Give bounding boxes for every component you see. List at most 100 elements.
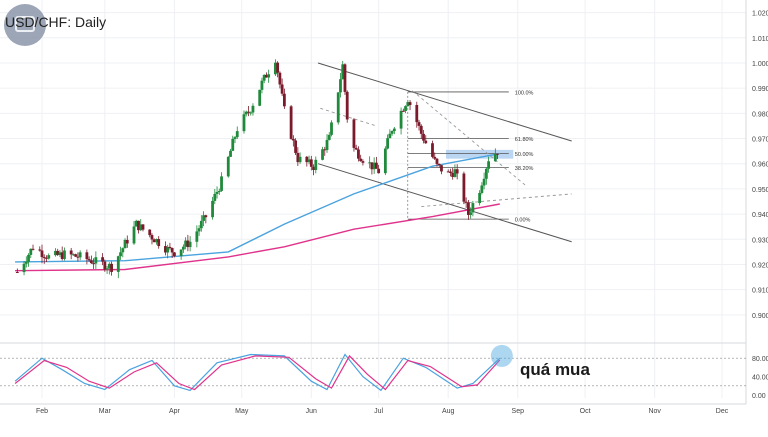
candle-body <box>469 212 473 215</box>
candle-body <box>22 263 26 273</box>
candle-body <box>24 261 28 264</box>
candle-body <box>478 193 482 204</box>
candle-body <box>202 215 205 221</box>
candle-body <box>415 104 419 123</box>
candle-body <box>103 261 107 270</box>
candle-body <box>204 215 208 218</box>
candle-body <box>392 128 396 132</box>
dashed-trend-line <box>412 90 528 187</box>
overbought-marker <box>490 344 513 367</box>
candle-body <box>199 220 203 229</box>
candle-body <box>446 171 450 173</box>
chart-title: USD/CHF: Daily <box>5 14 107 30</box>
candle-body <box>309 159 313 167</box>
candle-body <box>226 156 230 177</box>
fib-level-label: 38.20% <box>515 166 534 172</box>
candle-body <box>220 176 223 191</box>
candle-body <box>40 250 44 258</box>
candle-body <box>440 165 443 172</box>
candle-body <box>352 119 356 148</box>
candle-body <box>47 255 51 259</box>
oscillator-annotation: quá mua <box>520 360 590 379</box>
candle-body <box>388 133 392 139</box>
candle-body <box>101 257 104 262</box>
candle-body <box>449 171 452 173</box>
candle-body <box>76 256 80 258</box>
moving-average-line <box>15 203 500 272</box>
candle-body <box>89 260 93 264</box>
candle-body <box>150 235 154 240</box>
candle-body <box>399 110 403 129</box>
candle-body <box>487 161 491 169</box>
candle-body <box>235 131 239 138</box>
dashed-trend-line <box>320 107 377 127</box>
candle-body <box>372 162 376 170</box>
brand-logo <box>4 4 46 46</box>
candle-body <box>377 168 381 174</box>
candle-body <box>343 64 347 92</box>
candle-body <box>157 239 161 247</box>
candle-body <box>123 239 127 249</box>
candle-body <box>383 148 387 174</box>
candle-body <box>258 89 262 106</box>
candle-body <box>406 102 410 107</box>
candle-body <box>119 252 122 257</box>
candle-body <box>181 246 185 250</box>
candle-body <box>276 62 280 73</box>
candle-body <box>179 249 183 257</box>
candle-body <box>482 178 486 186</box>
candle-body <box>56 250 60 255</box>
candle-body <box>54 250 57 256</box>
oscillator-line <box>14 354 501 391</box>
candle-body <box>69 250 73 255</box>
x-tick-label: Apr <box>169 408 181 415</box>
channel-line <box>317 62 572 142</box>
x-tick-label: Jul <box>374 408 383 415</box>
candle-body <box>38 249 42 251</box>
candle-body <box>341 64 345 80</box>
candle-body <box>78 252 82 258</box>
candle-body <box>327 134 331 140</box>
candle-body <box>336 92 340 123</box>
candle-body <box>433 156 437 159</box>
candle-body <box>107 263 111 269</box>
candle-body <box>184 240 188 247</box>
candle-body <box>419 125 423 134</box>
candle-body <box>148 229 152 236</box>
candle-body <box>462 173 466 202</box>
candle-body <box>354 147 358 150</box>
candle-body <box>31 248 35 250</box>
candle-body <box>229 150 232 157</box>
candle-body <box>74 254 78 257</box>
channel-line <box>317 163 572 243</box>
candle-body <box>455 169 459 174</box>
fib-level-label: 0.00% <box>515 218 531 224</box>
candle-body <box>132 226 136 244</box>
candle-body <box>464 201 468 203</box>
candle-body <box>480 185 484 194</box>
candle-body <box>453 169 457 177</box>
candle-body <box>323 149 327 151</box>
candle-body <box>141 224 145 230</box>
candle-body <box>94 257 98 264</box>
candle-body <box>282 93 286 107</box>
x-tick-label: Jun <box>306 408 317 415</box>
candle-body <box>368 162 372 164</box>
candle-body <box>296 152 300 163</box>
x-tick-label: Oct <box>580 408 591 415</box>
candle-body <box>260 80 264 90</box>
candle-body <box>280 84 284 94</box>
candle-body <box>496 153 499 155</box>
candle-body <box>437 163 441 166</box>
candle-body <box>170 247 174 253</box>
candle-body <box>357 149 360 159</box>
y-tick-label: 1.0100 <box>752 36 768 43</box>
x-tick-label: Mar <box>99 408 112 415</box>
